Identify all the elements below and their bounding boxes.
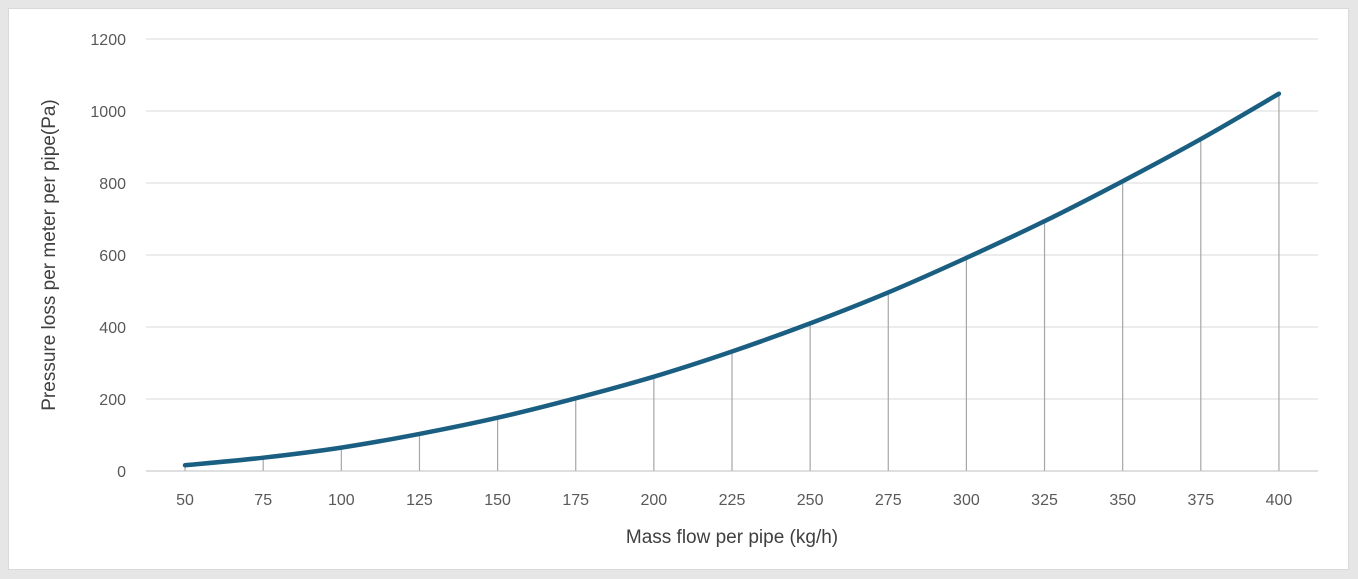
x-tick-label: 225	[719, 492, 746, 509]
x-tick-label: 325	[1031, 492, 1058, 509]
x-tick-label: 200	[641, 492, 668, 509]
x-tick-label: 350	[1109, 492, 1136, 509]
x-tick-label: 400	[1266, 492, 1293, 509]
y-tick-label: 400	[99, 320, 126, 337]
y-tick-label: 1000	[90, 104, 126, 121]
x-tick-label: 150	[484, 492, 511, 509]
x-tick-label: 100	[328, 492, 355, 509]
chart-frame	[8, 8, 1349, 570]
x-tick-label: 175	[562, 492, 589, 509]
drop-lines	[184, 93, 1280, 471]
y-tick-label: 1200	[90, 32, 126, 49]
x-tick-label: 50	[176, 492, 194, 509]
x-tick-label: 125	[406, 492, 433, 509]
y-tick-label: 600	[99, 248, 126, 265]
x-tick-labels: 50 75 100 125 150 175 200 225 250 275 300 325 350 375…	[176, 492, 1292, 509]
y-tick-label: 200	[99, 392, 126, 409]
x-tick-label: 75	[254, 492, 272, 509]
y-tick-labels: 0 200 400 600 800 1000 1200	[90, 32, 126, 481]
y-axis-title: Pressure loss per meter per pipe(Pa)	[39, 99, 60, 411]
gridlines	[146, 38, 1318, 400]
x-tick-label: 250	[797, 492, 824, 509]
x-tick-label: 375	[1187, 492, 1214, 509]
x-axis-title: Mass flow per pipe (kg/h)	[626, 527, 838, 548]
x-tick-label: 275	[875, 492, 902, 509]
series-line	[182, 91, 1282, 468]
y-tick-label: 800	[99, 176, 126, 193]
y-tick-label: 0	[117, 464, 126, 481]
series-layer	[182, 91, 1282, 468]
x-tick-label: 300	[953, 492, 980, 509]
